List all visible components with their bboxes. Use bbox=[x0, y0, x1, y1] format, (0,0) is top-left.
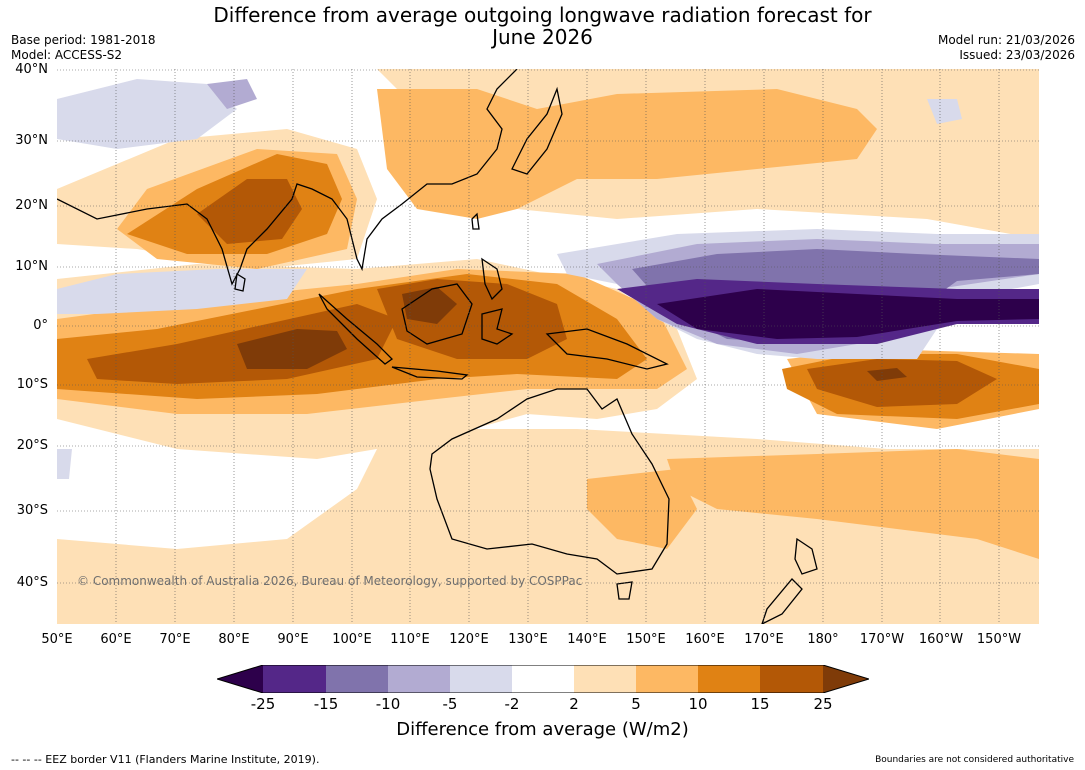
olr-anomaly-map bbox=[57, 69, 1039, 624]
colorbar-swatch-4 bbox=[450, 665, 512, 693]
colorbar-label: Difference from average (W/m2) bbox=[396, 719, 689, 740]
lat-label-10N: 10°N bbox=[15, 259, 48, 274]
colorbar bbox=[217, 665, 869, 693]
colorbar-tick-5: -2 bbox=[504, 695, 520, 713]
coast-java bbox=[391, 366, 469, 380]
lat-label-40S: 40°S bbox=[16, 575, 48, 590]
model-name: Model: ACCESS-S2 bbox=[11, 48, 123, 62]
lon-label-60E: 60°E bbox=[100, 632, 132, 647]
lon-label-100E: 100°E bbox=[332, 632, 372, 647]
colorbar-tick-7: 5 bbox=[631, 695, 641, 713]
coastlines bbox=[57, 69, 818, 624]
colorbar-tick-3: -10 bbox=[375, 695, 401, 713]
coast-new-zealand-north bbox=[794, 537, 818, 575]
coast-sri-lanka bbox=[234, 272, 246, 292]
lat-label-10S: 10°S bbox=[16, 377, 48, 392]
coast-taiwan bbox=[471, 212, 480, 230]
coast-philippines bbox=[481, 257, 503, 301]
colorbar-swatch-2 bbox=[326, 665, 388, 693]
lon-label-130E: 130°E bbox=[508, 632, 548, 647]
lat-label-20N: 20°N bbox=[15, 198, 48, 213]
lon-label-180: 180° bbox=[807, 632, 839, 647]
colorbar-swatch-7 bbox=[636, 665, 698, 693]
anomaly-minus-tibet bbox=[207, 79, 257, 109]
coast-asia bbox=[57, 69, 518, 286]
colorbar-tick-4: -5 bbox=[442, 695, 458, 713]
eez-border-note: -- -- -- EEZ border V11 (Flanders Marine… bbox=[11, 753, 320, 766]
colorbar-swatch-5 bbox=[512, 665, 574, 693]
lon-label-140E: 140°E bbox=[567, 632, 607, 647]
lon-label-70E: 70°E bbox=[159, 632, 191, 647]
colorbar-over-arrow bbox=[823, 665, 869, 693]
colorbar-swatch-9 bbox=[760, 665, 823, 693]
lon-label-160W: 160°W bbox=[918, 632, 964, 647]
colorbar-tick-2: -15 bbox=[313, 695, 339, 713]
lon-label-150W: 150°W bbox=[976, 632, 1022, 647]
anomaly-minus25-pacific bbox=[657, 289, 1039, 339]
coast-japan bbox=[511, 86, 563, 175]
colorbar-swatch-3 bbox=[388, 665, 450, 693]
colorbar-tick-8: 10 bbox=[688, 695, 708, 713]
lon-label-120E: 120°E bbox=[449, 632, 489, 647]
coast-sulawesi bbox=[481, 308, 514, 345]
anomaly-minus-himalaya bbox=[57, 79, 237, 149]
anomaly-over25-indian-ocean bbox=[237, 329, 347, 369]
issued-date: Issued: 23/03/2026 bbox=[959, 48, 1075, 62]
lat-label-0: 0° bbox=[33, 318, 48, 333]
anomaly-minus-north-pacific bbox=[927, 99, 962, 124]
colorbar-tick-6: 2 bbox=[569, 695, 579, 713]
lon-label-160E: 160°E bbox=[685, 632, 725, 647]
boundaries-disclaimer: Boundaries are not considered authoritat… bbox=[875, 755, 1074, 765]
lat-label-30N: 30°N bbox=[15, 133, 48, 148]
coast-borneo bbox=[401, 283, 473, 345]
colorbar-tick-10: 25 bbox=[813, 695, 833, 713]
lon-label-80E: 80°E bbox=[218, 632, 250, 647]
anomaly-fields bbox=[57, 69, 1039, 624]
colorbar-tick-1: -25 bbox=[250, 695, 276, 713]
anomaly-minus-south-indian bbox=[57, 449, 72, 479]
lat-label-30S: 30°S bbox=[16, 503, 48, 518]
title-line-2: June 2026 bbox=[492, 25, 593, 49]
anomaly-15to25-india bbox=[197, 179, 302, 244]
colorbar-tick-9: 15 bbox=[750, 695, 770, 713]
model-run: Model run: 21/03/2026 bbox=[937, 33, 1075, 47]
coast-australia bbox=[429, 388, 670, 575]
lat-label-40N: 40°N bbox=[15, 62, 48, 77]
coast-new-guinea bbox=[545, 328, 669, 370]
anomaly-5to10-australia bbox=[587, 469, 697, 549]
lat-label-20S: 20°S bbox=[16, 438, 48, 453]
anomaly-5to10-south-pacific bbox=[667, 449, 1039, 559]
coast-tasmania bbox=[616, 581, 633, 600]
colorbar-under-arrow bbox=[217, 665, 263, 693]
copyright-notice: © Commonwealth of Australia 2026, Bureau… bbox=[77, 574, 583, 588]
anomaly-5to10-west-pacific bbox=[377, 89, 877, 219]
coast-sumatra bbox=[318, 293, 394, 365]
lon-label-170E: 170°E bbox=[744, 632, 784, 647]
anomaly-over25-borneo bbox=[402, 287, 457, 324]
lon-label-50E: 50°E bbox=[41, 632, 73, 647]
lon-label-90E: 90°E bbox=[277, 632, 309, 647]
colorbar-swatch-6 bbox=[574, 665, 636, 693]
anomaly-15to25-south-pacific bbox=[807, 359, 997, 407]
base-period: Base period: 1981-2018 bbox=[11, 33, 156, 47]
map-title: Difference from average outgoing longwav… bbox=[0, 4, 1085, 48]
anomaly-over25-south-pacific bbox=[867, 368, 907, 381]
lon-label-110E: 110°E bbox=[390, 632, 430, 647]
graticule bbox=[57, 69, 1039, 624]
title-line-1: Difference from average outgoing longwav… bbox=[213, 3, 872, 27]
lon-label-170W: 170°W bbox=[859, 632, 905, 647]
lon-label-150E: 150°E bbox=[626, 632, 666, 647]
coast-new-zealand-south bbox=[761, 578, 803, 624]
colorbar-swatch-1 bbox=[263, 665, 326, 693]
colorbar-swatch-8 bbox=[698, 665, 760, 693]
